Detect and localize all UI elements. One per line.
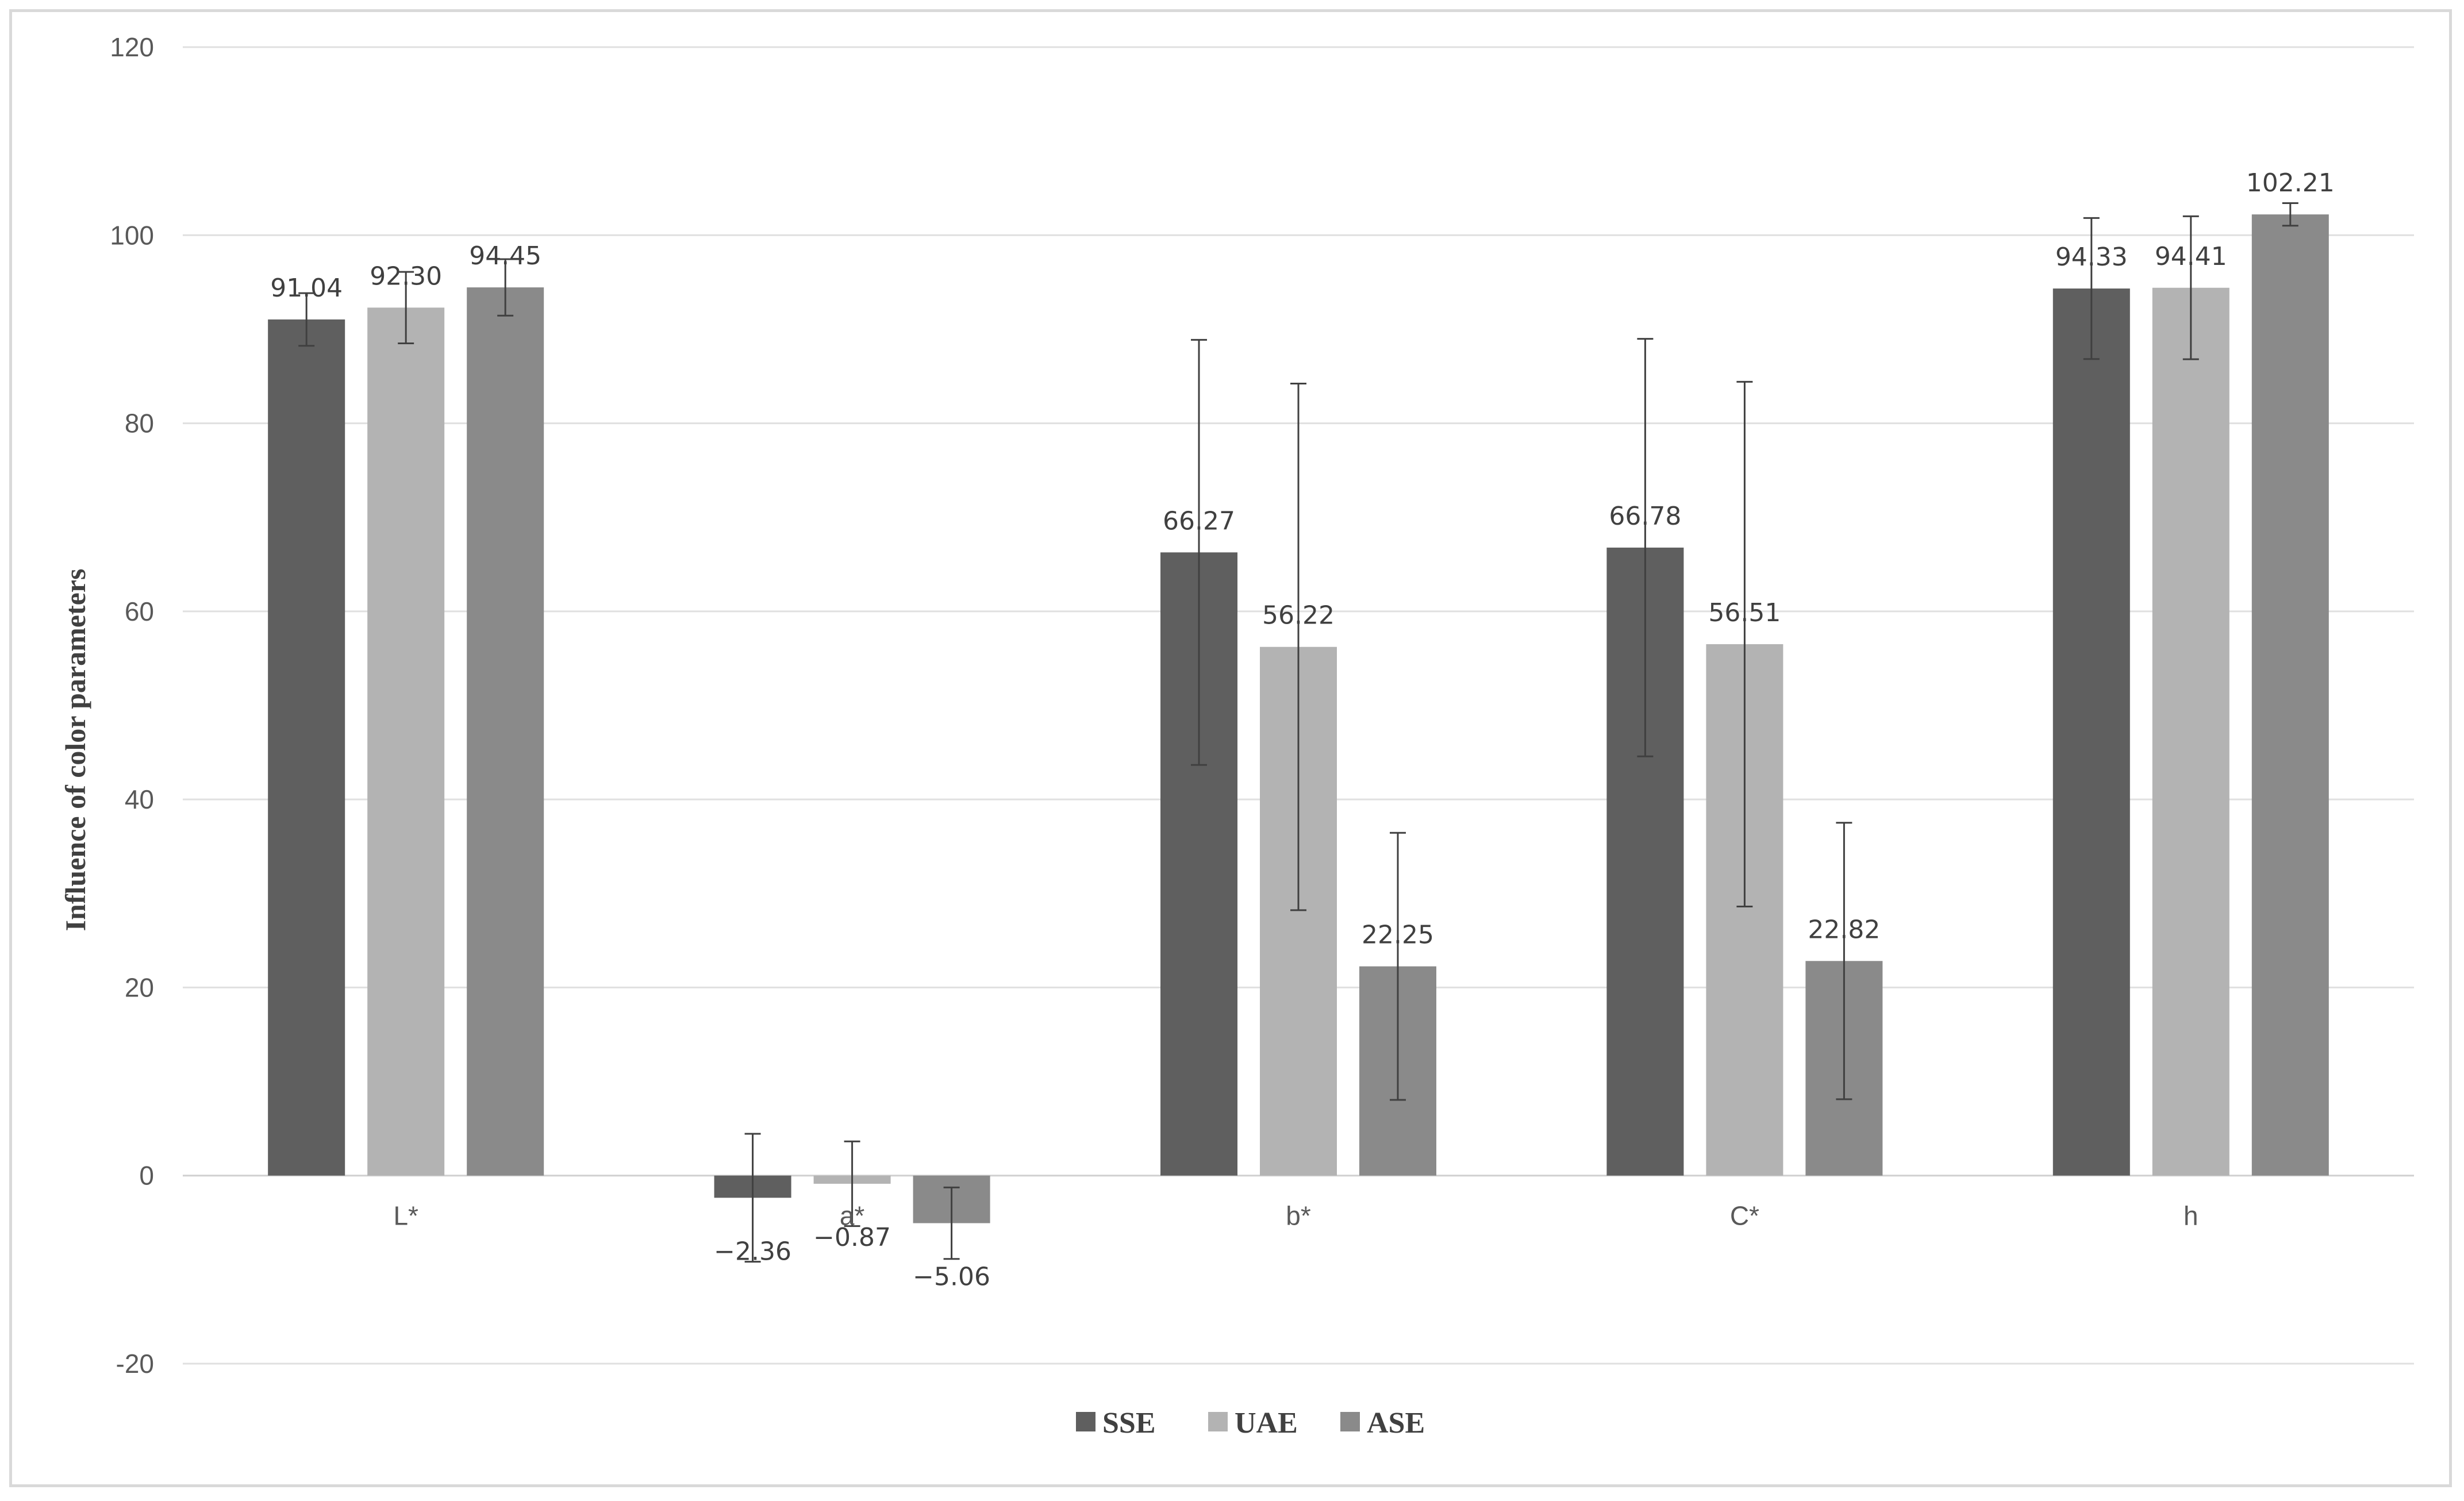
y-axis-label: Influence of color parameters	[59, 569, 91, 932]
y-tick-label: 80	[125, 409, 154, 438]
legend-label-ase: ASE	[1367, 1407, 1425, 1440]
data-label: −5.06	[913, 1263, 990, 1292]
y-tick-label: 20	[125, 972, 154, 1002]
legend-swatch-sse	[1076, 1412, 1095, 1431]
data-label: 56.51	[1708, 598, 1781, 628]
data-label: 66.27	[1163, 506, 1235, 536]
data-label: −2.36	[714, 1237, 791, 1266]
x-category-label: a*	[840, 1201, 865, 1231]
data-label: 91.04	[270, 274, 343, 303]
bar-ase	[2251, 214, 2329, 1176]
x-category-label: L*	[393, 1201, 418, 1231]
legend-swatch-uae	[1208, 1412, 1228, 1431]
data-labels: 91.04 92.30 94.45 −2.36 −0.87 −5.06 66.27 56.22…	[270, 168, 2335, 1291]
x-category-label: C*	[1730, 1201, 1759, 1231]
y-tick-label: 60	[125, 596, 154, 626]
data-label: 22.82	[1808, 915, 1880, 944]
bar-uae	[2152, 287, 2229, 1176]
error-bars	[298, 202, 2298, 1263]
y-axis-ticks: -20 0 20 40 60 80 100 120	[110, 32, 154, 1379]
bars	[268, 214, 2329, 1223]
data-label: −0.87	[813, 1223, 891, 1252]
y-tick-label: -20	[116, 1349, 154, 1379]
legend: SSE UAE ASE	[1076, 1407, 1425, 1440]
legend-label-uae: UAE	[1235, 1407, 1298, 1440]
data-label: 22.25	[1362, 921, 1434, 950]
bar-sse	[2052, 288, 2130, 1176]
x-category-label: h	[2184, 1201, 2198, 1231]
y-tick-label: 40	[125, 784, 154, 814]
y-tick-label: 100	[110, 220, 154, 250]
data-label: 92.30	[370, 261, 442, 291]
data-label: 102.21	[2246, 168, 2335, 198]
data-label: 66.78	[1609, 502, 1681, 531]
data-label: 94.33	[2055, 243, 2128, 272]
data-label: 94.41	[2155, 242, 2227, 271]
x-category-label: b*	[1286, 1201, 1311, 1231]
y-tick-label: 120	[110, 32, 154, 62]
y-tick-label: 0	[139, 1161, 154, 1191]
data-label: 56.22	[1262, 601, 1335, 630]
bar-ase	[467, 287, 544, 1176]
legend-label-sse: SSE	[1102, 1407, 1156, 1440]
x-axis-categories: L* a* b* C* h	[393, 1201, 2198, 1231]
bar-sse	[268, 319, 345, 1176]
bar-uae	[367, 307, 445, 1176]
legend-swatch-ase	[1340, 1412, 1360, 1431]
data-label: 94.45	[469, 241, 541, 271]
